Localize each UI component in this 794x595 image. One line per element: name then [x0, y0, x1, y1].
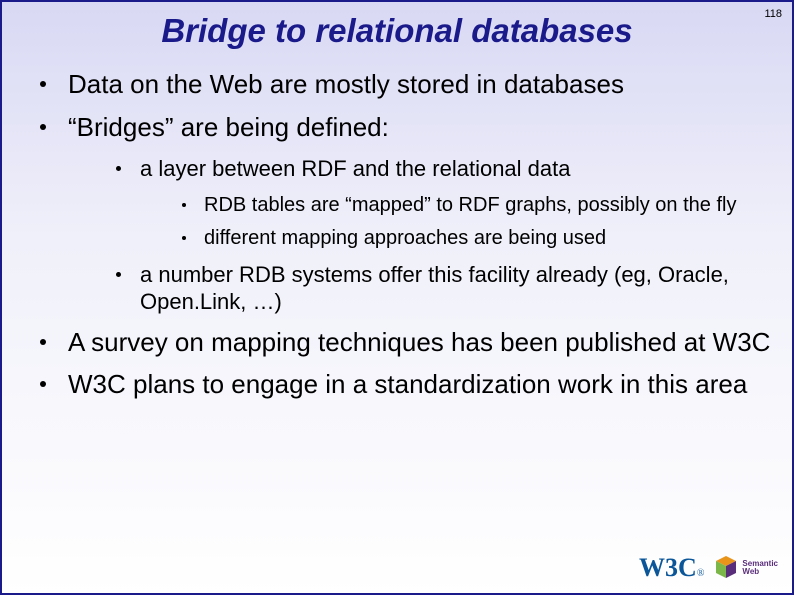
bullet-text: RDB tables are “mapped” to RDF graphs, p… [204, 194, 736, 216]
bullet-list-level3: RDB tables are “mapped” to RDF graphs, p… [140, 193, 772, 251]
semantic-web-text: Semantic Web [742, 560, 778, 576]
footer-logos: W 3 C ® Semantic Web [639, 553, 778, 583]
bullet-item: Data on the Web are mostly stored in dat… [40, 68, 772, 101]
bullet-item: W3C plans to engage in a standardization… [40, 368, 772, 401]
bullet-text: A survey on mapping techniques has been … [68, 327, 770, 357]
bullet-text: a number RDB systems offer this facility… [140, 262, 729, 315]
bullet-list-level1: Data on the Web are mostly stored in dat… [22, 68, 772, 401]
w3c-logo-w: W [639, 553, 665, 583]
w3c-logo-3: 3 [665, 553, 678, 583]
bullet-item: different mapping approaches are being u… [182, 226, 772, 251]
bullet-item: a layer between RDF and the relational d… [116, 155, 772, 251]
semantic-web-line2: Web [742, 568, 778, 576]
bullet-text: different mapping approaches are being u… [204, 227, 606, 249]
bullet-item: A survey on mapping techniques has been … [40, 326, 772, 359]
bullet-item: a number RDB systems offer this facility… [116, 261, 772, 316]
bullet-item: “Bridges” are being defined: a layer bet… [40, 111, 772, 316]
bullet-list-level2: a layer between RDF and the relational d… [68, 155, 772, 316]
slide-title: Bridge to relational databases [22, 12, 772, 50]
bullet-text: “Bridges” are being defined: [68, 112, 389, 142]
bullet-text: W3C plans to engage in a standardization… [68, 369, 747, 399]
bullet-item: RDB tables are “mapped” to RDF graphs, p… [182, 193, 772, 218]
semantic-web-cube-icon [712, 554, 740, 582]
slide-container: 118 Bridge to relational databases Data … [0, 0, 794, 595]
w3c-logo-reg: ® [697, 568, 705, 579]
page-number: 118 [764, 8, 782, 20]
bullet-text: a layer between RDF and the relational d… [140, 156, 570, 181]
semantic-web-logo: Semantic Web [712, 554, 778, 582]
bullet-text: Data on the Web are mostly stored in dat… [68, 69, 624, 99]
w3c-logo-c: C [678, 553, 697, 583]
w3c-logo: W 3 C ® [639, 553, 704, 583]
